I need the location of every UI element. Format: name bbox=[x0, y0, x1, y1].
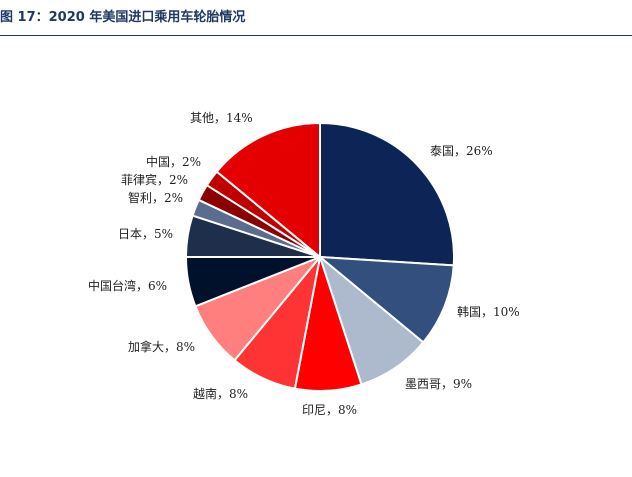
slice-label: 智利，2% bbox=[128, 190, 183, 205]
pie-slice bbox=[316, 255, 455, 344]
slice-label: 中国台湾，6% bbox=[88, 278, 167, 293]
title-divider bbox=[0, 35, 632, 36]
slice-label: 墨西哥，9% bbox=[405, 377, 472, 391]
slice-label: 加拿大，8% bbox=[128, 339, 195, 354]
pie-slice bbox=[215, 121, 321, 260]
pie-slice bbox=[319, 121, 455, 267]
slice-label: 越南，8% bbox=[193, 386, 248, 401]
slice-labels: 泰国，26% 韩国，10% 墨西哥，9% 印尼，8% 越南，8% 加拿大，8% 中国台湾，6… bbox=[88, 111, 520, 417]
slice-label: 日本，5% bbox=[118, 227, 173, 241]
slice-label: 菲律宾，2% bbox=[121, 172, 188, 187]
slice-label: 泰国，26% bbox=[430, 144, 493, 158]
slice-label: 中国，2% bbox=[146, 154, 201, 169]
chart-title: 图 17：2020 年美国进口乘用车轮胎情况 bbox=[0, 10, 246, 25]
slice-label: 韩国，10% bbox=[457, 304, 520, 319]
slice-label: 其他，14% bbox=[190, 111, 253, 125]
pie-slices bbox=[184, 121, 455, 392]
slice-label: 印尼，8% bbox=[302, 403, 357, 417]
